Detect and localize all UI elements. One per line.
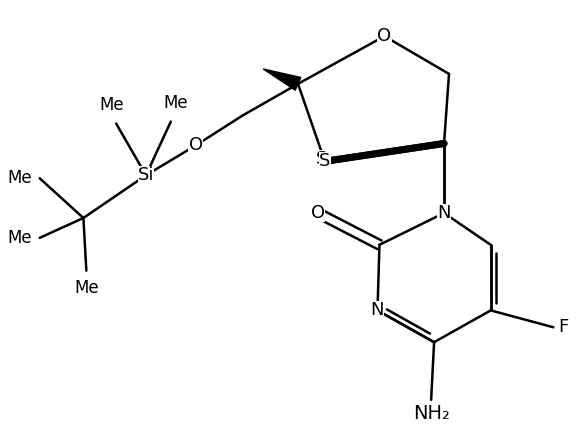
Text: S: S: [316, 150, 328, 168]
Text: N: N: [371, 301, 384, 320]
Text: N: N: [437, 204, 451, 222]
Text: N: N: [371, 301, 384, 320]
Text: N: N: [437, 204, 451, 222]
Text: O: O: [377, 27, 391, 45]
Text: O: O: [189, 136, 203, 155]
Text: O: O: [377, 27, 391, 45]
Text: Si: Si: [138, 166, 154, 184]
Text: N: N: [437, 204, 451, 222]
Text: Me: Me: [164, 94, 188, 112]
Text: O: O: [189, 136, 203, 155]
Text: Me: Me: [7, 229, 32, 247]
Text: F: F: [558, 318, 569, 336]
Text: Me: Me: [7, 169, 32, 187]
Text: S: S: [319, 152, 331, 170]
Text: O: O: [311, 204, 325, 222]
Text: Me: Me: [74, 278, 99, 297]
Text: NH₂: NH₂: [413, 404, 450, 423]
Text: O: O: [311, 204, 325, 222]
Text: S: S: [319, 152, 331, 170]
Polygon shape: [263, 69, 301, 90]
Text: Si: Si: [138, 166, 154, 184]
Text: Me: Me: [99, 96, 123, 114]
